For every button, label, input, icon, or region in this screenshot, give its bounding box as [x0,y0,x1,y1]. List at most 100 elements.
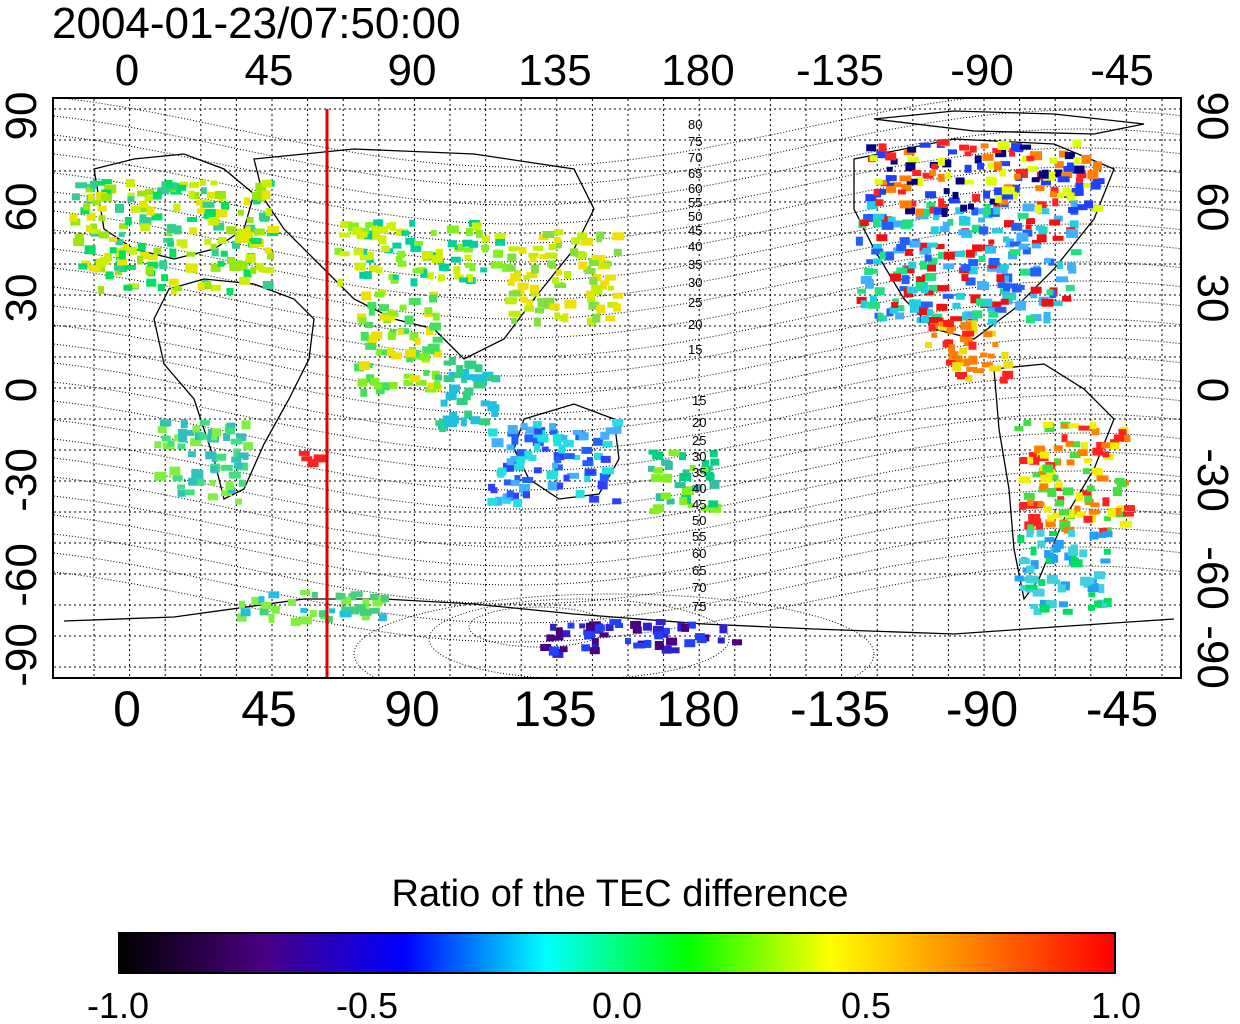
tec-data-cell [179,181,188,188]
tec-data-cell [1061,423,1068,429]
tec-data-cell [84,245,96,255]
tec-data-cell [1009,147,1016,157]
tec-data-cell [450,256,461,263]
tec-data-cell [866,259,874,265]
tec-data-cell [268,613,275,623]
tec-data-cell [552,276,560,284]
tec-data-cell [1069,220,1079,229]
tec-data-cell [1059,150,1068,158]
tec-data-cell [414,240,423,246]
tec-data-cell [453,266,461,275]
tec-data-cell [236,228,246,235]
tec-data-cell [403,373,414,379]
tec-data-cell [962,312,968,321]
tec-data-cell [1019,457,1029,464]
tec-data-cell [440,399,448,407]
tec-data-cell [1103,516,1111,522]
bottom-tick-label: -135 [789,681,891,737]
tec-data-cell [426,272,434,280]
tec-data-cell [915,208,924,217]
tec-data-cell [901,184,912,192]
tec-data-cell [533,467,542,474]
tec-data-cell [1044,257,1051,263]
tec-data-cell [361,614,370,621]
tec-data-cell [258,596,265,604]
tec-data-cell [92,199,101,205]
tec-data-cell [933,214,939,221]
tec-data-cell [928,324,936,332]
tec-data-cell [605,315,616,322]
tec-data-cell [547,481,559,491]
tec-data-cell [1091,205,1104,212]
tec-data-cell [594,624,605,632]
contour-label: 25 [692,433,706,448]
tec-data-cell [433,380,441,389]
tec-data-cell [437,274,445,282]
tec-data-cell [881,220,894,230]
tec-data-cell [157,187,170,195]
tec-data-cell [561,435,568,440]
tec-data-cell [1081,154,1092,164]
tec-data-cell [996,274,1005,283]
tec-data-cell [1087,170,1099,180]
tec-data-cell [1052,198,1059,207]
tec-data-cell [1049,157,1058,164]
magnetic-pole-contour [353,593,875,677]
tec-data-cell [365,322,374,328]
tec-data-cell [1102,451,1110,458]
tec-data-cell [559,630,571,638]
tec-data-cell [506,444,515,451]
tec-data-cell [516,449,527,457]
tec-data-cell [420,268,428,278]
tec-data-cell [869,155,878,162]
tec-data-cell [251,596,262,605]
tec-data-cell [1070,249,1082,256]
tec-data-cell [265,208,272,217]
tec-data-cell [1052,235,1064,241]
tec-data-cell [184,489,195,496]
tec-data-cell [687,503,695,509]
tec-data-cell [936,303,948,311]
tec-data-cell [215,453,227,461]
tec-data-cell [942,159,952,168]
tec-data-cell [211,434,218,441]
right-tick-label: 0 [1188,377,1237,403]
tec-data-cell [267,226,280,233]
tec-data-cell [886,185,897,193]
tec-data-cell [593,437,604,446]
tec-data-cell [939,226,950,233]
tec-data-cell [239,276,251,285]
tec-data-cell [652,451,664,460]
tec-data-cell [1065,440,1074,447]
tec-data-cell [86,212,96,221]
tec-data-cell [959,144,970,151]
tec-data-cell [682,469,690,476]
map-panel: 80 75 70 65 60 55 50 45 40 35 30 25 20 1… [52,97,1182,679]
tec-data-cell [612,232,625,241]
tec-data-cell [361,228,370,234]
tec-data-cell [472,222,482,228]
tec-data-cell [660,492,671,500]
tec-data-cell [906,286,918,294]
tec-data-cell [934,207,943,215]
tec-data-cell [506,265,516,272]
tec-data-cell [371,226,380,236]
tec-data-cell [246,216,254,223]
tec-data-cell [215,190,227,199]
tec-data-cell [1114,477,1125,484]
tec-data-cell [161,274,169,282]
tec-data-cell [226,288,234,295]
tec-data-cell [204,238,212,245]
tec-data-cell [387,310,399,317]
tec-data-cell [410,278,418,287]
right-tick-label: -30 [1188,448,1237,512]
tec-data-cell [503,479,511,486]
tec-data-cell [1101,442,1113,449]
tec-data-cell [449,384,460,393]
tec-data-cell [589,647,600,655]
tec-data-cell [1094,571,1105,580]
tec-data-cell [889,306,899,314]
tec-data-cell [543,300,555,309]
tec-data-cell [462,374,474,381]
tec-data-cell [237,452,249,459]
